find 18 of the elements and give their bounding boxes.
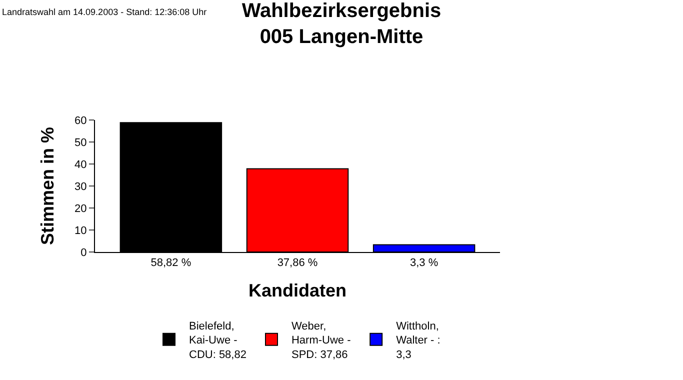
y-tick-label: 20 bbox=[74, 202, 87, 215]
text: Landratswahl am 14.09.2003 - Stand: 12:36:08 Uhr bbox=[2, 7, 207, 17]
y-tick-label: 30 bbox=[74, 180, 87, 193]
legend-label: Bielefeld, Kai-Uwe - CDU: 58,82 bbox=[189, 320, 246, 361]
y-tick-label: 50 bbox=[74, 136, 87, 149]
chart-title: Wahlbezirksergebnis bbox=[242, 0, 442, 22]
legend-label: Weber, Harm-Uwe - SPD: 37,86 bbox=[291, 320, 352, 361]
y-axis-title: Stimmen in % bbox=[38, 126, 58, 246]
chart-subtitle: 005 Langen-Mitte bbox=[260, 26, 424, 48]
x-axis-title: Kandidaten bbox=[248, 280, 347, 300]
y-tick-label: 10 bbox=[74, 224, 87, 237]
legend-label: Wittholn, Walter - : 3,3 bbox=[396, 320, 440, 361]
y-tick-label: 40 bbox=[74, 158, 87, 171]
x-tick-label: 37,86 % bbox=[277, 257, 318, 270]
y-tick-label: 60 bbox=[74, 114, 87, 127]
x-tick-label: 58,82 % bbox=[150, 257, 192, 270]
y-tick-label: 0 bbox=[80, 246, 87, 259]
x-tick-label: 3,3 % bbox=[410, 257, 438, 270]
